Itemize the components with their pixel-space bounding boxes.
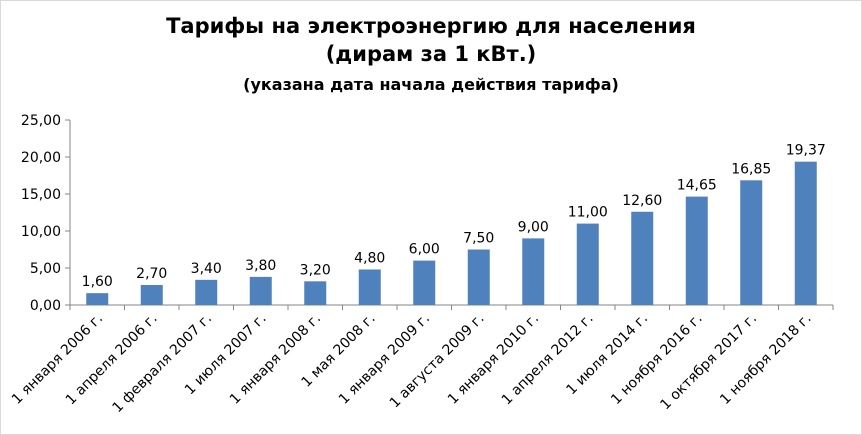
- bar: [358, 269, 381, 305]
- x-tick-label: 1 апреля 2012 г.: [499, 311, 597, 409]
- bar: [140, 285, 163, 305]
- x-tick-label: 1 августа 2009 г.: [387, 311, 488, 412]
- data-label: 2,70: [136, 266, 167, 282]
- x-tick-label: 1 января 2008 г.: [227, 311, 324, 408]
- bar: [740, 180, 763, 305]
- x-tick-label: 1 апреля 2006 г.: [63, 311, 161, 409]
- data-label: 3,40: [191, 261, 222, 277]
- y-tick-label: 25,00: [21, 113, 61, 129]
- data-label: 9,00: [518, 219, 549, 235]
- data-label: 12,60: [622, 193, 662, 209]
- data-label: 14,65: [677, 178, 717, 194]
- data-label: 11,00: [568, 205, 608, 221]
- bar: [249, 276, 272, 305]
- data-label: 6,00: [409, 242, 440, 258]
- bar: [794, 161, 817, 305]
- bar: [631, 211, 654, 305]
- data-label: 1,60: [82, 274, 113, 290]
- data-label: 3,20: [300, 262, 331, 278]
- y-tick-label: 10,00: [21, 224, 61, 240]
- bar: [467, 249, 490, 305]
- data-label: 4,80: [354, 250, 385, 266]
- x-tick-label: 1 января 2006 г.: [9, 311, 106, 408]
- x-tick-label: 1 октября 2017 г.: [657, 311, 760, 414]
- data-label: 16,85: [731, 161, 771, 177]
- y-tick-label: 20,00: [21, 150, 61, 166]
- bar: [413, 260, 436, 305]
- y-tick-label: 0,00: [30, 298, 61, 314]
- chart-subtitle: (дирам за 1 кВт.): [325, 42, 537, 66]
- data-label: 7,50: [463, 231, 494, 247]
- x-tick-label: 1 января 2009 г.: [336, 311, 433, 408]
- bar: [685, 196, 708, 305]
- y-tick-label: 5,00: [30, 261, 61, 277]
- y-tick-label: 15,00: [21, 187, 61, 203]
- bar: [304, 281, 327, 305]
- x-tick-label: 1 января 2010 г.: [445, 311, 542, 408]
- chart-note: (указана дата начала действия тарифа): [243, 75, 619, 94]
- x-tick-label: 1 ноября 2016 г.: [608, 311, 705, 408]
- x-tick-label: 1 ноября 2018 г.: [717, 311, 814, 408]
- bar: [195, 279, 218, 305]
- x-tick-label: 1 февраля 2007 г.: [109, 311, 215, 417]
- bar: [86, 293, 109, 305]
- chart-title: Тарифы на электроэнергию для населения: [166, 14, 696, 38]
- data-label: 19,37: [786, 143, 826, 159]
- bar: [576, 223, 599, 305]
- bar: [522, 238, 545, 305]
- data-label: 3,80: [245, 258, 276, 274]
